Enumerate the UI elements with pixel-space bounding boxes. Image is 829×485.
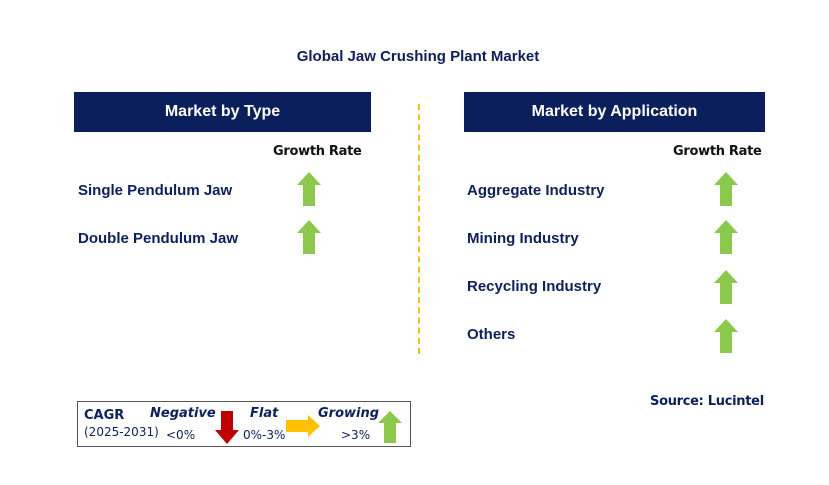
up-arrow-green-icon <box>714 319 738 353</box>
application-item-mining-industry: Mining Industry <box>467 230 579 247</box>
market-by-application-header: Market by Application <box>464 92 765 132</box>
type-item-double-pendulum-jaw: Double Pendulum Jaw <box>78 230 239 247</box>
cagr-legend: CAGR (2025-2031) Negative <0% Flat 0%-3%… <box>77 401 411 447</box>
legend-flat-label: Flat <box>250 406 279 421</box>
up-arrow-green-icon <box>297 220 321 254</box>
source-label: Source: Lucintel <box>650 394 764 409</box>
market-by-type-header: Market by Type <box>74 92 371 132</box>
up-arrow-green-icon <box>297 172 321 206</box>
application-item-aggregate-industry: Aggregate Industry <box>467 182 605 199</box>
type-item-single-pendulum-jaw: Single Pendulum Jaw <box>78 182 233 199</box>
up-arrow-green-icon <box>714 270 738 304</box>
up-arrow-green-icon <box>714 220 738 254</box>
legend-cagr-label: CAGR <box>84 408 125 423</box>
legend-growing-range: >3% <box>341 428 371 442</box>
application-item-recycling-industry: Recycling Industry <box>467 278 602 295</box>
down-arrow-red-icon <box>215 411 239 444</box>
up-arrow-green-icon <box>714 172 738 206</box>
panel-divider <box>418 104 420 354</box>
legend-negative-range: <0% <box>166 428 196 442</box>
growth-rate-label-right: Growth Rate <box>673 144 762 159</box>
legend-growing-label: Growing <box>318 406 380 421</box>
up-arrow-green-icon <box>378 411 402 443</box>
legend-period: (2025-2031) <box>84 425 159 439</box>
legend-flat-range: 0%-3% <box>243 428 286 442</box>
application-item-others: Others <box>467 326 516 343</box>
growth-rate-label-left: Growth Rate <box>273 144 362 159</box>
page-title: Global Jaw Crushing Plant Market <box>296 48 540 65</box>
legend-negative-label: Negative <box>150 406 216 421</box>
right-arrow-yellow-icon <box>286 415 320 437</box>
